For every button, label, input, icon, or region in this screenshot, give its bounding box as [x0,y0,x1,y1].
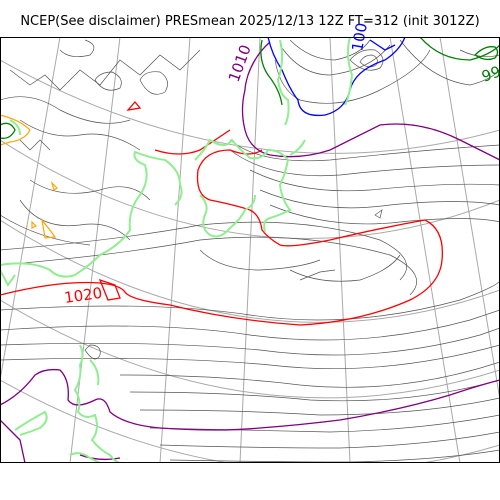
contour-label-1020: 1020 [63,284,103,307]
thin-isobars-path [0,236,417,296]
map-title: NCEP(See disclaimer) PRESmean 2025/12/13… [20,14,480,29]
parallel-line [0,379,500,463]
isobar-orange [0,114,58,239]
isobar-990-line [260,39,283,106]
thin-isobars-path [0,96,131,124]
thin-isobars-path [269,204,500,225]
coastline [0,37,354,463]
isobar-990-line [419,37,500,61]
thin-isobars-path [229,149,500,177]
thin-isobars-path [19,139,51,151]
thin-isobars-path [139,71,168,95]
thin-isobars-path [9,49,201,91]
coastline-path [0,269,16,287]
isobar-orange-line [50,180,58,191]
thin-isobars-path [0,214,91,246]
coastline-path [73,344,121,463]
thin-isobars-path [19,119,141,151]
thin-isobars-path [119,361,500,388]
coastline-path [344,37,354,106]
isobar-1020-line [154,129,231,155]
isobar-1010-line [244,41,271,91]
coastline-path [89,359,100,386]
coastline-path [194,138,292,233]
coastline-path [69,452,101,463]
coastline-path [14,410,48,436]
thin-isobars-path [289,39,371,61]
thin-isobars-path [229,139,500,162]
coastline-path [289,139,306,156]
isobar-orange-line [41,217,57,239]
thin-isobars-path [94,71,122,91]
isobar-1000 [267,37,406,117]
contour-label-1010: 1010 [225,42,255,84]
thin-isobars-path [159,431,500,449]
meridian-line [389,37,461,463]
thin-isobars-path [139,397,500,416]
meridian-line [159,37,191,463]
thin-isobars-path [169,449,500,463]
coastline-path [0,254,101,278]
thin-isobars-path [399,39,500,86]
thin-isobars-path [0,309,500,341]
thin-isobars-path [0,344,500,369]
thin-isobars-path [349,49,384,71]
meridian-line [0,37,61,381]
thin-isobars-path [29,179,151,201]
meridian-line [329,37,351,463]
thin-isobars-path [359,54,378,68]
isobar-990 [0,37,500,139]
thin-isobars-path [0,221,407,281]
isobar-1010-line [241,89,500,161]
isobar-1020 [0,100,444,326]
isobar-990-line [473,46,499,61]
thin-isobars-path [19,199,131,241]
isobar-1000-line [267,37,406,117]
thin-isobars-path [249,169,500,192]
thin-isobars-path [259,189,500,209]
isobar-1000-line [369,39,396,51]
thin-isobars-path [374,209,383,219]
thin-isobars-path [59,39,95,57]
thin-isobars-path [0,279,500,321]
coastline-path [199,194,256,238]
isobar-1010-line [79,454,121,461]
isobar-orange-line [0,114,31,146]
isobar-990-line [0,122,16,139]
coastline-path [276,39,290,126]
thin-isobars-path [299,269,336,281]
parallel-line [0,299,500,399]
isobar-1020-line [98,278,121,301]
thin-isobars-path [199,249,321,271]
graticule [0,37,500,463]
thin-isobars-path [149,414,500,433]
isobar-1010 [0,41,500,463]
contour-label-990: 99 [479,62,500,85]
contour-label-1000: 100 [348,21,371,52]
coastline-path [99,150,183,256]
thin-isobars [0,39,500,463]
parallel-line [0,219,500,323]
isobar-1010-line [0,419,26,463]
isobar-orange-line [31,220,38,229]
coastline-path [9,119,21,136]
isobar-1020-line [0,149,444,326]
thin-isobars-path [0,327,500,356]
thin-isobars-path [129,379,500,402]
parallel-line [0,139,500,239]
isobar-1020-line [126,100,142,111]
thin-isobars-path [274,49,431,104]
thin-isobars-path [84,344,101,360]
isobar-1010-line [0,368,500,431]
parallel-line [0,59,500,154]
thin-isobars-path [279,44,391,76]
meridian-line [69,37,121,463]
